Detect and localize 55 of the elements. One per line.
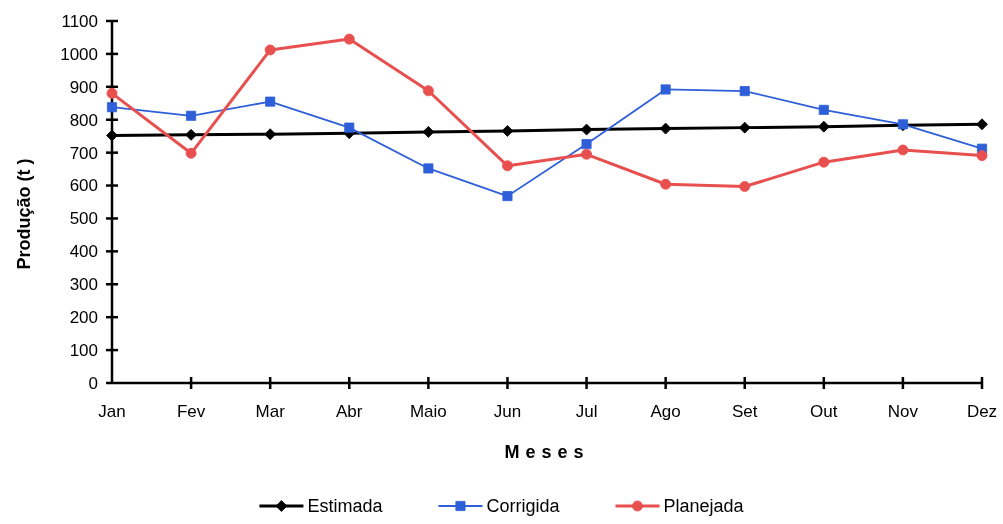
point [185, 128, 197, 141]
point [422, 85, 434, 97]
legend-label: Estimada [307, 496, 384, 516]
x-tick-label: Ago [650, 402, 681, 421]
legend-label: Planejada [663, 496, 745, 516]
point [660, 178, 672, 190]
x-tick-label: Jan [98, 402, 126, 421]
y-tick-label: 900 [69, 77, 98, 97]
x-tick-label: Jul [575, 402, 598, 421]
y-tick-label: 300 [69, 275, 98, 295]
point [186, 110, 197, 121]
x-tick-label: Fev [176, 402, 206, 421]
point [580, 123, 593, 136]
x-axis-title: Meses [504, 442, 590, 462]
point [344, 122, 355, 133]
x-tick-label: Abr [336, 402, 363, 421]
x-tick-label: Nov [887, 402, 919, 421]
point [581, 139, 592, 150]
point [897, 144, 909, 156]
y-tick-label: 700 [69, 143, 98, 163]
y-tick-label: 500 [69, 209, 98, 229]
point [976, 118, 988, 131]
point [264, 44, 276, 56]
point [106, 102, 118, 113]
x-tick-label: Maio [409, 402, 447, 421]
y-tick-label: 0 [88, 373, 98, 393]
x-tick-label: Mar [255, 402, 286, 421]
point [739, 86, 750, 97]
point [106, 87, 118, 99]
y-tick-label: 600 [69, 176, 98, 196]
point [739, 181, 751, 192]
point [976, 150, 988, 162]
y-tick-label: 1000 [60, 44, 98, 64]
y-tick-label: 200 [69, 308, 98, 328]
point [818, 156, 830, 168]
point [502, 191, 513, 202]
point [660, 84, 671, 95]
point [738, 121, 751, 134]
point [265, 96, 276, 107]
legend-label: Corrigida [486, 496, 561, 516]
y-axis-title: Produção (t ) [14, 158, 34, 270]
y-tick-label: 400 [69, 242, 98, 262]
x-tick-label: Set [731, 402, 758, 421]
y-tick-label: 100 [69, 341, 98, 361]
x-tick-label: Dez [966, 402, 998, 421]
point [185, 147, 197, 159]
point [818, 104, 829, 115]
point [581, 148, 592, 160]
x-tick-label: Jun [493, 402, 522, 421]
x-tick-label: Out [810, 402, 838, 421]
point [343, 33, 355, 45]
y-tick-label: 800 [69, 110, 98, 130]
point [502, 160, 513, 172]
point [423, 163, 434, 174]
y-tick-label: 1100 [61, 11, 98, 31]
